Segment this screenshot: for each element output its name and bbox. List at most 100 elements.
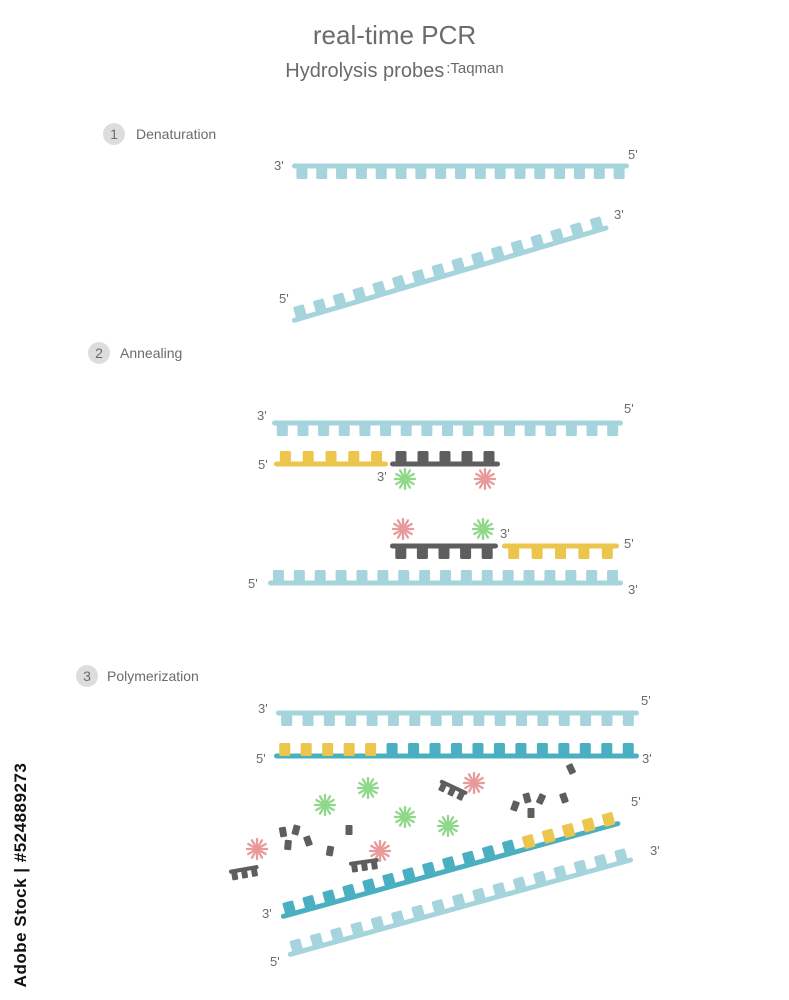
base bbox=[573, 166, 585, 179]
strand-backbone bbox=[280, 821, 621, 919]
base bbox=[335, 570, 347, 583]
base bbox=[537, 713, 549, 726]
probe-fragment bbox=[559, 792, 569, 804]
end-label-5prime: 5' bbox=[279, 291, 289, 306]
base bbox=[330, 927, 344, 943]
step-label: Annealing bbox=[120, 345, 182, 361]
dye-center bbox=[401, 475, 409, 483]
fragment-base bbox=[250, 867, 258, 877]
base bbox=[558, 743, 570, 756]
base bbox=[550, 228, 564, 244]
base bbox=[297, 423, 309, 436]
dye-center bbox=[481, 475, 489, 483]
base bbox=[472, 887, 486, 903]
base bbox=[366, 713, 378, 726]
base bbox=[417, 451, 429, 464]
base bbox=[502, 839, 516, 855]
base bbox=[362, 878, 376, 894]
base bbox=[594, 854, 608, 869]
base bbox=[338, 423, 350, 436]
probe-fragment bbox=[522, 792, 532, 804]
probe-fragment bbox=[303, 835, 313, 847]
base bbox=[310, 932, 324, 948]
reporter-dye bbox=[356, 776, 380, 800]
dye-center bbox=[364, 784, 372, 792]
step-number: 2 bbox=[95, 345, 103, 361]
end-label-3prime: 3' bbox=[377, 469, 387, 484]
end-label-3prime: 3' bbox=[614, 207, 624, 222]
base bbox=[411, 269, 426, 285]
base bbox=[380, 423, 392, 436]
base bbox=[613, 166, 625, 179]
dye-center bbox=[479, 525, 487, 533]
step-number: 3 bbox=[83, 668, 91, 684]
base bbox=[411, 904, 425, 920]
base bbox=[460, 546, 472, 559]
end-label-5prime: 5' bbox=[631, 794, 641, 809]
base bbox=[281, 713, 293, 726]
base bbox=[512, 876, 527, 892]
dye-center bbox=[444, 822, 452, 830]
stock-id: Adobe Stock | #524889273 bbox=[10, 755, 32, 995]
base bbox=[442, 423, 453, 436]
base bbox=[462, 850, 476, 866]
reporter-dye bbox=[393, 467, 417, 491]
base bbox=[365, 743, 377, 756]
base bbox=[408, 743, 420, 756]
end-label-3prime: 3' bbox=[274, 158, 284, 173]
base bbox=[300, 743, 312, 756]
end-label-3prime: 3' bbox=[257, 408, 267, 423]
base bbox=[377, 570, 389, 583]
base bbox=[483, 451, 495, 464]
base bbox=[343, 743, 355, 756]
base bbox=[622, 713, 634, 726]
base bbox=[508, 546, 520, 559]
base bbox=[325, 451, 337, 464]
base bbox=[345, 713, 357, 726]
base bbox=[429, 743, 441, 756]
base bbox=[534, 166, 546, 179]
base bbox=[387, 713, 399, 726]
end-label-5prime: 5' bbox=[628, 147, 638, 162]
base bbox=[323, 713, 335, 726]
end-label-3prime: 3' bbox=[642, 751, 652, 766]
end-label-3prime: 3' bbox=[258, 701, 268, 716]
template-strand-top bbox=[292, 163, 629, 179]
template-strand bbox=[268, 570, 623, 586]
probe bbox=[390, 451, 500, 467]
base bbox=[438, 546, 450, 559]
template-strand-bottom bbox=[291, 216, 609, 323]
base bbox=[395, 546, 407, 559]
base bbox=[398, 570, 410, 583]
base bbox=[593, 166, 605, 179]
base bbox=[402, 867, 416, 883]
base bbox=[579, 743, 591, 756]
template-strand bbox=[276, 710, 639, 726]
subtitle-note: :Taqman bbox=[446, 60, 504, 77]
base bbox=[350, 921, 364, 937]
base bbox=[494, 713, 506, 726]
step-number-badge bbox=[76, 665, 98, 687]
base bbox=[356, 570, 368, 583]
base bbox=[289, 938, 304, 954]
base bbox=[313, 298, 327, 314]
base bbox=[382, 872, 396, 888]
base bbox=[392, 275, 406, 290]
base bbox=[279, 743, 291, 756]
end-label-5prime: 5' bbox=[641, 693, 651, 708]
base bbox=[352, 286, 367, 302]
end-label-5prime: 5' bbox=[258, 457, 268, 472]
fragment-base bbox=[447, 786, 456, 797]
probe-fragment bbox=[527, 808, 535, 818]
base bbox=[503, 423, 515, 436]
base bbox=[439, 451, 451, 464]
base bbox=[386, 743, 398, 756]
quencher-dye bbox=[462, 771, 486, 795]
base bbox=[372, 280, 386, 296]
base bbox=[510, 239, 525, 255]
subtitle-text: Hydrolysis probes bbox=[285, 60, 445, 82]
step-label: Denaturation bbox=[136, 126, 216, 142]
probe bbox=[390, 543, 498, 559]
base bbox=[514, 166, 526, 179]
base bbox=[553, 865, 567, 881]
